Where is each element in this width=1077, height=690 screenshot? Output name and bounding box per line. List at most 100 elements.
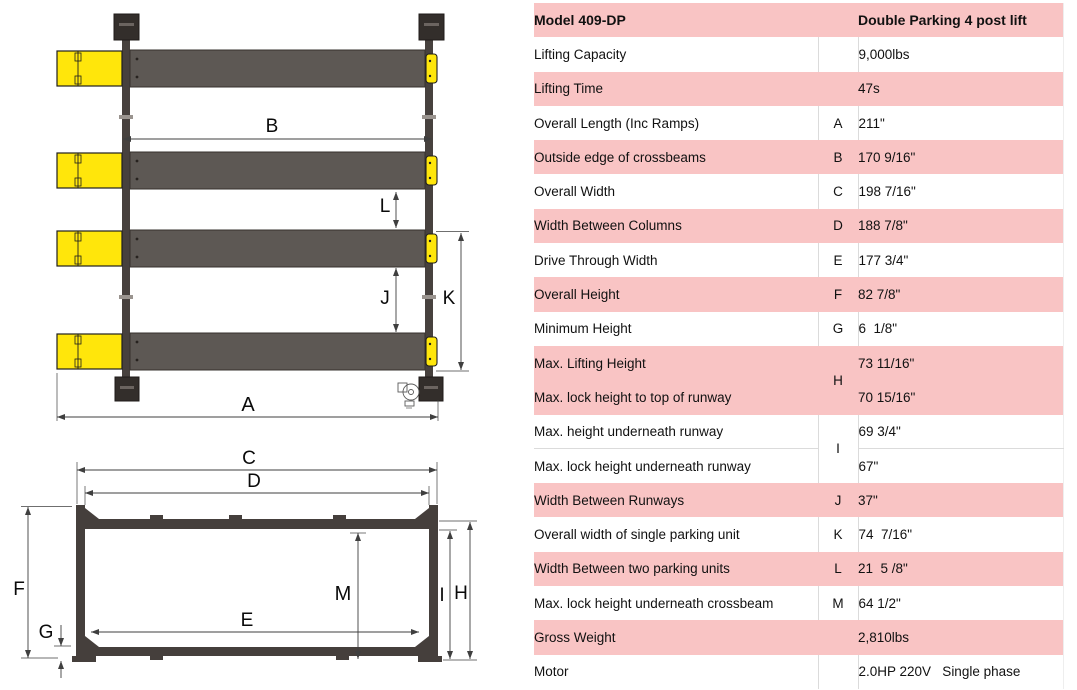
spec-row: Width Between Columns D 188 7/8"	[534, 208, 1064, 244]
spec-label: Motor	[534, 664, 569, 680]
technical-diagram: B L J K A	[13, 13, 477, 678]
runway-plate	[129, 151, 426, 190]
spec-letter-merged: H	[818, 345, 858, 415]
ramp-tab	[425, 53, 438, 84]
spec-letter: C	[817, 174, 859, 209]
spec-value: 69 3/4"	[858, 414, 1064, 450]
spec-value: 170 9/16"	[858, 140, 1064, 175]
table-header-row: Model 409-DP Double Parking 4 post lift	[534, 3, 1064, 38]
spec-row: Max. lock height underneath runway 67"	[534, 449, 1064, 483]
spec-row: Drive Through Width E 177 3/4"	[534, 243, 1064, 278]
spec-label: Width Between two parking units	[534, 551, 818, 587]
baseplate-left	[72, 656, 96, 662]
spec-value: 70 15/16"	[858, 380, 1064, 415]
spec-row: Minimum Height G 6 1/8"	[534, 311, 1064, 346]
dim-label-c: C	[242, 448, 256, 469]
spec-value: 6 1/8"	[858, 321, 898, 337]
spec-letter: J	[818, 483, 858, 518]
dim-label-g: G	[39, 622, 54, 643]
runway-plate	[129, 332, 426, 371]
dim-label-h: H	[454, 583, 468, 604]
spec-value: 2.0HP 220V Single phase	[858, 664, 1021, 680]
spec-row: Outside edge of crossbeams B 170 9/16"	[534, 140, 1064, 175]
bottom-crossbeam	[85, 647, 429, 656]
spec-row: Lifting Time 47s	[534, 71, 1064, 106]
ramp-tab	[425, 233, 438, 264]
spec-row: Max. Lifting Height H 73 11/16"	[534, 345, 1064, 415]
crossbeam-joint-marks	[119, 115, 436, 299]
spec-row: Width Between two parking units L 21 5 /…	[534, 551, 1064, 587]
spec-letter	[817, 654, 859, 689]
spec-row: Max. height underneath runway I 69 3/4"	[534, 414, 1064, 484]
spec-row: Overall width of single parking unit K 7…	[534, 517, 1064, 552]
column-right	[429, 505, 438, 657]
dim-label-j: J	[380, 288, 390, 309]
spec-row: Motor 2.0HP 220V Single phase	[534, 654, 1064, 689]
spec-row: Overall Width C 198 7/16"	[534, 174, 1064, 209]
spec-label: Drive Through Width	[534, 252, 658, 268]
front-structure	[72, 505, 442, 662]
spec-letter: E	[817, 243, 859, 278]
spec-row: Lifting Capacity 9,000lbs	[534, 37, 1064, 72]
spec-label: Gross Weight	[534, 620, 818, 655]
runway-plate	[129, 49, 426, 88]
spec-letter	[817, 37, 859, 72]
dim-label-b: B	[266, 116, 279, 137]
product-title: Double Parking 4 post lift	[858, 3, 1064, 38]
top-crossbeam	[85, 519, 429, 529]
spec-label: Overall Width	[534, 184, 616, 200]
crossbeam-left	[122, 40, 130, 377]
spec-value: 21 5 /8"	[858, 551, 1064, 587]
ramp	[56, 333, 123, 370]
spec-letter: B	[818, 140, 858, 175]
spec-row: Overall Length (Inc Ramps) A 211"	[534, 105, 1064, 141]
spec-letter-merged: I	[817, 414, 859, 484]
power-unit	[397, 382, 420, 409]
spec-label: Outside edge of crossbeams	[534, 140, 818, 175]
spec-label: Max. lock height underneath runway	[534, 458, 751, 474]
spec-table-grid: Model 409-DP Double Parking 4 post lift …	[534, 3, 1064, 689]
dim-label-l: L	[380, 196, 391, 217]
spec-label: Width Between Columns	[534, 208, 818, 244]
runway-4	[56, 332, 438, 371]
dim-label-a: A	[241, 394, 255, 416]
spec-value: 211"	[858, 115, 885, 131]
spec-letter	[818, 71, 858, 106]
runway-3	[56, 229, 438, 268]
spec-value: 9,000lbs	[858, 46, 910, 62]
top-view: B L J K A	[56, 13, 469, 421]
spec-row: Max. lock height to top of runway 70 15/…	[534, 380, 1064, 415]
spec-value: 73 11/16"	[858, 345, 1064, 381]
spec-letter	[818, 620, 858, 655]
baseplate-right	[418, 656, 442, 662]
lift-drawing: B L J K A	[13, 13, 477, 678]
ramp	[56, 50, 123, 87]
spec-label: Overall Length (Inc Ramps)	[534, 115, 700, 131]
spec-label: Max. height underneath runway	[534, 414, 818, 450]
spec-letter: F	[818, 277, 858, 312]
ramp	[56, 230, 123, 267]
spec-label: Width Between Runways	[534, 483, 818, 518]
spec-row: Width Between Runways J 37"	[534, 483, 1064, 518]
spec-value: 74 7/16"	[858, 527, 913, 543]
spec-value: 47s	[858, 71, 1064, 106]
spec-row: Gross Weight 2,810lbs	[534, 620, 1064, 655]
spec-letter: A	[817, 105, 859, 141]
spec-row: Overall Height F 82 7/8"	[534, 277, 1064, 312]
dim-label-e: E	[241, 610, 254, 631]
column-left	[76, 505, 85, 657]
dim-label-m: M	[335, 583, 352, 605]
spec-letter: L	[818, 551, 858, 587]
spec-label: Overall Height	[534, 277, 818, 312]
post-bottom-left	[114, 376, 140, 402]
post-top-right	[418, 13, 445, 41]
post-top-left	[113, 13, 140, 41]
spec-value: 82 7/8"	[858, 277, 1064, 312]
spec-label: Max. lock height to top of runway	[534, 380, 818, 415]
spec-letter: K	[817, 517, 859, 552]
spec-value: 67"	[858, 458, 879, 474]
crossbeam-right	[425, 40, 433, 377]
runway-plate	[129, 229, 426, 268]
dim-label-d: D	[247, 471, 261, 492]
